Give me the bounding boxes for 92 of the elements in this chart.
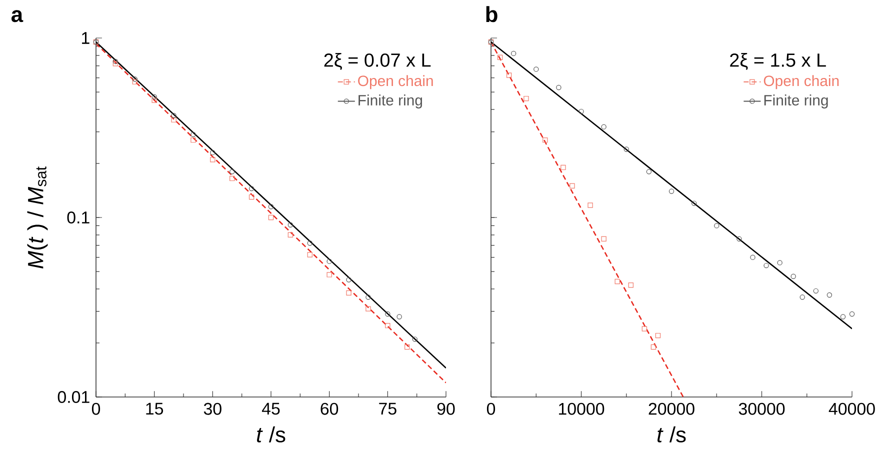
point — [307, 240, 312, 246]
point — [642, 326, 648, 332]
point — [777, 260, 782, 266]
x-tick-label: 30000 — [738, 402, 785, 415]
x-tick-label: 20000 — [648, 402, 694, 415]
x-tick-label: 0 — [92, 402, 100, 415]
x-tick-label: 30 — [204, 402, 222, 415]
point — [534, 66, 539, 72]
point — [826, 292, 832, 298]
point — [588, 202, 593, 208]
point — [655, 332, 661, 338]
point — [248, 194, 254, 200]
y-axis-title: M(t ) / M$_{sat}$ — [27, 166, 48, 268]
point — [132, 76, 138, 82]
point — [171, 112, 176, 118]
point — [668, 188, 674, 194]
point — [691, 200, 697, 206]
legend-title: 2ξ = 1.5 x L — [730, 52, 826, 70]
point — [132, 79, 138, 84]
point — [171, 117, 176, 122]
point — [230, 176, 235, 182]
point — [396, 314, 402, 320]
legend-title: 2ξ = 0.07 x L — [324, 52, 431, 70]
point — [112, 61, 118, 66]
chart-title: b — [486, 6, 498, 22]
point — [764, 262, 769, 268]
point — [646, 169, 652, 174]
point — [412, 336, 418, 342]
point — [750, 254, 756, 260]
y-tick-label: 1 — [82, 32, 90, 44]
point — [346, 290, 352, 296]
point — [578, 108, 584, 114]
point — [288, 232, 294, 238]
point — [190, 137, 196, 143]
point — [190, 132, 196, 138]
x-tick-label: 45 — [262, 402, 280, 415]
legend-label: Finite ring — [358, 94, 422, 108]
point — [510, 50, 516, 56]
point — [714, 223, 720, 228]
point — [813, 288, 819, 294]
point — [326, 272, 332, 278]
x-axis-title: t /s — [658, 426, 686, 442]
point — [506, 72, 512, 78]
x-tick-label: 40000 — [828, 402, 875, 415]
x-tick-label: 75 — [379, 402, 396, 415]
point — [570, 183, 575, 188]
point — [268, 204, 274, 210]
chart-title: a — [11, 10, 24, 22]
x-tick-label: 60 — [320, 402, 338, 415]
legend-label: Open chain — [764, 75, 839, 90]
point — [800, 294, 805, 300]
point — [601, 124, 606, 130]
point — [385, 322, 390, 328]
y-tick-label: 0.1 — [67, 212, 90, 224]
point — [556, 84, 562, 90]
point — [346, 277, 352, 282]
point — [650, 344, 656, 350]
point — [542, 137, 548, 143]
x-axis-title: t /s — [257, 426, 286, 442]
point — [624, 146, 629, 152]
point — [112, 58, 118, 64]
point — [210, 157, 216, 162]
point — [840, 314, 846, 320]
legend-label: Open chain — [358, 75, 433, 90]
point — [366, 306, 371, 312]
point — [385, 311, 390, 317]
point — [790, 274, 796, 279]
point — [210, 150, 216, 156]
point — [628, 282, 634, 288]
point — [404, 344, 410, 350]
point — [560, 164, 566, 170]
point — [849, 311, 855, 317]
point — [230, 169, 235, 174]
point — [614, 278, 620, 284]
point — [326, 258, 332, 264]
legend-label: Finite ring — [764, 94, 828, 108]
point — [497, 54, 503, 60]
point — [248, 186, 254, 192]
point — [524, 96, 529, 102]
point — [307, 252, 312, 258]
point — [152, 98, 157, 103]
y-tick-label: 0.01 — [58, 391, 90, 404]
point — [288, 222, 294, 228]
x-tick-label: 10000 — [559, 402, 604, 415]
point — [268, 214, 274, 220]
point — [601, 236, 606, 242]
point — [152, 94, 157, 100]
point — [366, 294, 371, 300]
x-tick-label: 15 — [146, 402, 164, 415]
point — [736, 236, 742, 242]
x-tick-label: 90 — [437, 402, 455, 415]
x-tick-label: 0 — [486, 402, 496, 415]
